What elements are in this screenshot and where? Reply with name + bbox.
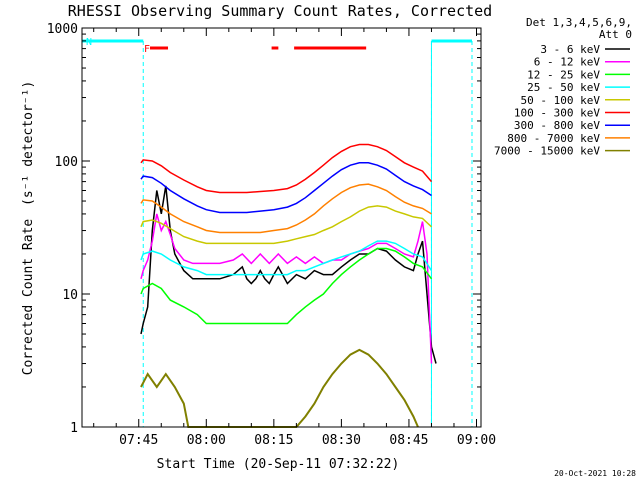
legend-header-line-1: Det 1,3,4,5,6,9, [526, 16, 632, 29]
spacecraft-flag-layer: FN [82, 37, 473, 427]
footer-timestamp: 20-Oct-2021 10:28 [554, 469, 636, 478]
x-tick-label: 08:45 [389, 433, 428, 448]
flag-label: N [86, 37, 92, 48]
legend-label: 800 - 7000 keV [507, 132, 600, 145]
legend-label: 100 - 300 keV [514, 107, 600, 120]
chart-title: RHESSI Observing Summary Count Rates, Co… [68, 2, 492, 20]
legend-label: 6 - 12 keV [534, 56, 601, 69]
series-line-6 [140, 143, 433, 194]
y-axis-label: Corrected Count Rate (s⁻¹ detector⁻¹) [21, 81, 36, 376]
series-line-9 [140, 348, 419, 428]
series-line-3 [140, 247, 433, 325]
series-line-5 [140, 205, 433, 245]
legend-label: 25 - 50 keV [527, 81, 600, 94]
y-tick-label: 10 [62, 288, 78, 303]
legend-label: 7000 - 15000 keV [494, 145, 600, 158]
y-tick-label: 1 [70, 421, 78, 436]
legend-header-line-2: Att 0 [599, 28, 632, 41]
plot-frame [81, 27, 482, 428]
legend-label: 3 - 6 keV [540, 43, 600, 56]
x-tick-label: 08:15 [254, 433, 293, 448]
series-line-8 [140, 183, 432, 234]
legend-label: 50 - 100 keV [521, 94, 601, 107]
x-tick-label: 09:00 [457, 433, 496, 448]
y-tick-label: 100 [55, 155, 78, 170]
series-line-4 [140, 240, 433, 276]
x-tick-label: 08:30 [322, 433, 361, 448]
y-axis-label-units: (s⁻¹ detector⁻¹) [21, 81, 36, 206]
series-line-2 [140, 213, 433, 364]
series-layer [140, 143, 437, 428]
y-axis-label-text: Corrected Count Rate [21, 219, 36, 376]
legend-label: 300 - 800 keV [514, 119, 600, 132]
x-axis-label: Start Time (20-Sep-11 07:32:22) [157, 457, 400, 472]
flag-label: F [144, 44, 150, 55]
legend-label: 12 - 25 keV [527, 68, 600, 81]
series-line-7 [140, 162, 432, 214]
axis-layer: 1 10 100 1000 07:45 08:00 08:15 08:30 08:45 09:00 [47, 22, 496, 448]
x-tick-label: 07:45 [119, 433, 158, 448]
x-tick-label: 08:00 [187, 433, 226, 448]
y-tick-label: 1000 [47, 22, 78, 37]
